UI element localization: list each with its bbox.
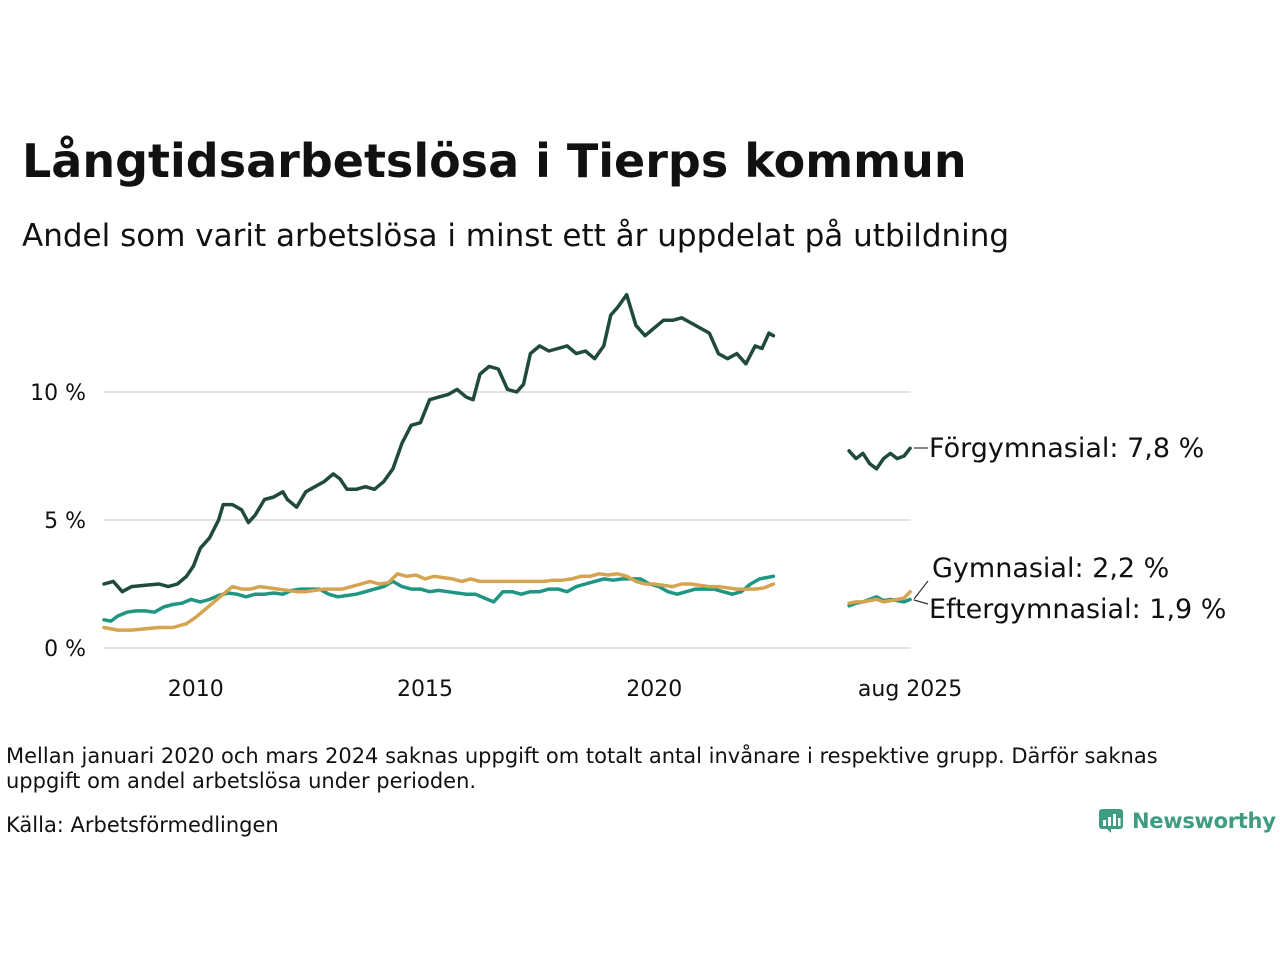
x-tick-label: aug 2025 (858, 677, 962, 702)
series-line-eftergymnasial-0 (102, 574, 776, 623)
label-connector (913, 580, 929, 600)
end-label-förgymnasial: Förgymnasial: 7,8 % (929, 433, 1204, 464)
series-lines (102, 292, 912, 632)
series-line-förgymnasial-1 (847, 446, 912, 471)
source-note: Källa: Arbetsförmedlingen (6, 813, 279, 837)
chart-title: Långtidsarbetslösa i Tierps kommun (22, 134, 967, 188)
x-tick-label: 2010 (168, 677, 224, 702)
end-label-eftergymnasial: Eftergymnasial: 1,9 % (929, 594, 1226, 625)
y-tick-label: 5 % (44, 509, 86, 534)
series-line-gymnasial-1 (847, 589, 912, 605)
end-labels: Förgymnasial: 7,8 % Gymnasial: 2,2 % Efter… (913, 433, 1226, 625)
footnote: Mellan januari 2020 och mars 2024 saknas… (6, 744, 1158, 793)
end-label-gymnasial: Gymnasial: 2,2 % (932, 553, 1169, 584)
y-tick-label: 0 % (44, 637, 86, 662)
series-line-förgymnasial-0 (102, 292, 776, 594)
y-tick-label: 10 % (30, 381, 86, 406)
newsworthy-logo: Newsworthy (1098, 808, 1276, 834)
y-axis-ticks: 0 % 5 % 10 % (30, 381, 86, 662)
x-tick-label: 2015 (397, 677, 453, 702)
brand-name: Newsworthy (1132, 809, 1276, 833)
line-chart: 0 % 5 % 10 % 2010 2015 2020 aug 2025 Förgymna… (30, 292, 1226, 702)
x-tick-label: 2020 (626, 677, 682, 702)
series-line-gymnasial-0 (102, 572, 776, 632)
grid-lines (104, 391, 911, 649)
x-axis-ticks: 2010 2015 2020 aug 2025 (168, 677, 963, 702)
chart-subtitle: Andel som varit arbetslösa i minst ett å… (22, 218, 1010, 254)
label-connector (913, 599, 929, 605)
bar-chart-icon (1099, 809, 1123, 833)
